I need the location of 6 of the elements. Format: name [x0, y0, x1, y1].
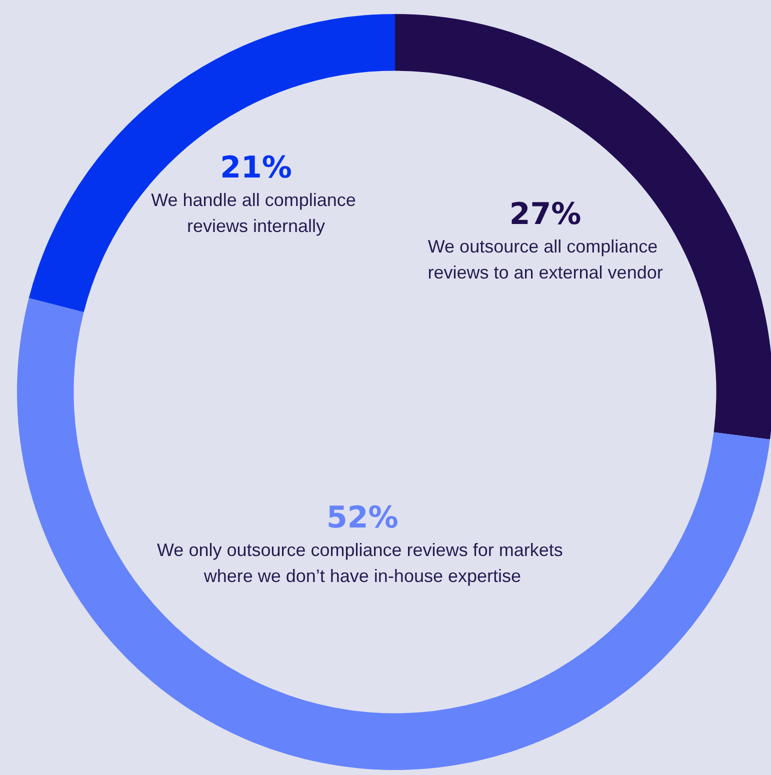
data-label: 21% — [220, 150, 292, 186]
data-label: 27% — [509, 197, 582, 232]
slice-label: We only outsource compliance reviews for markets where we don’t have in-house expertise — [157, 540, 568, 586]
slice-label: We handle all compliance reviews internally — [151, 190, 361, 236]
slice-label: We outsource all compliance reviews to an external vendor — [428, 236, 663, 283]
data-label: 52% — [326, 500, 398, 536]
